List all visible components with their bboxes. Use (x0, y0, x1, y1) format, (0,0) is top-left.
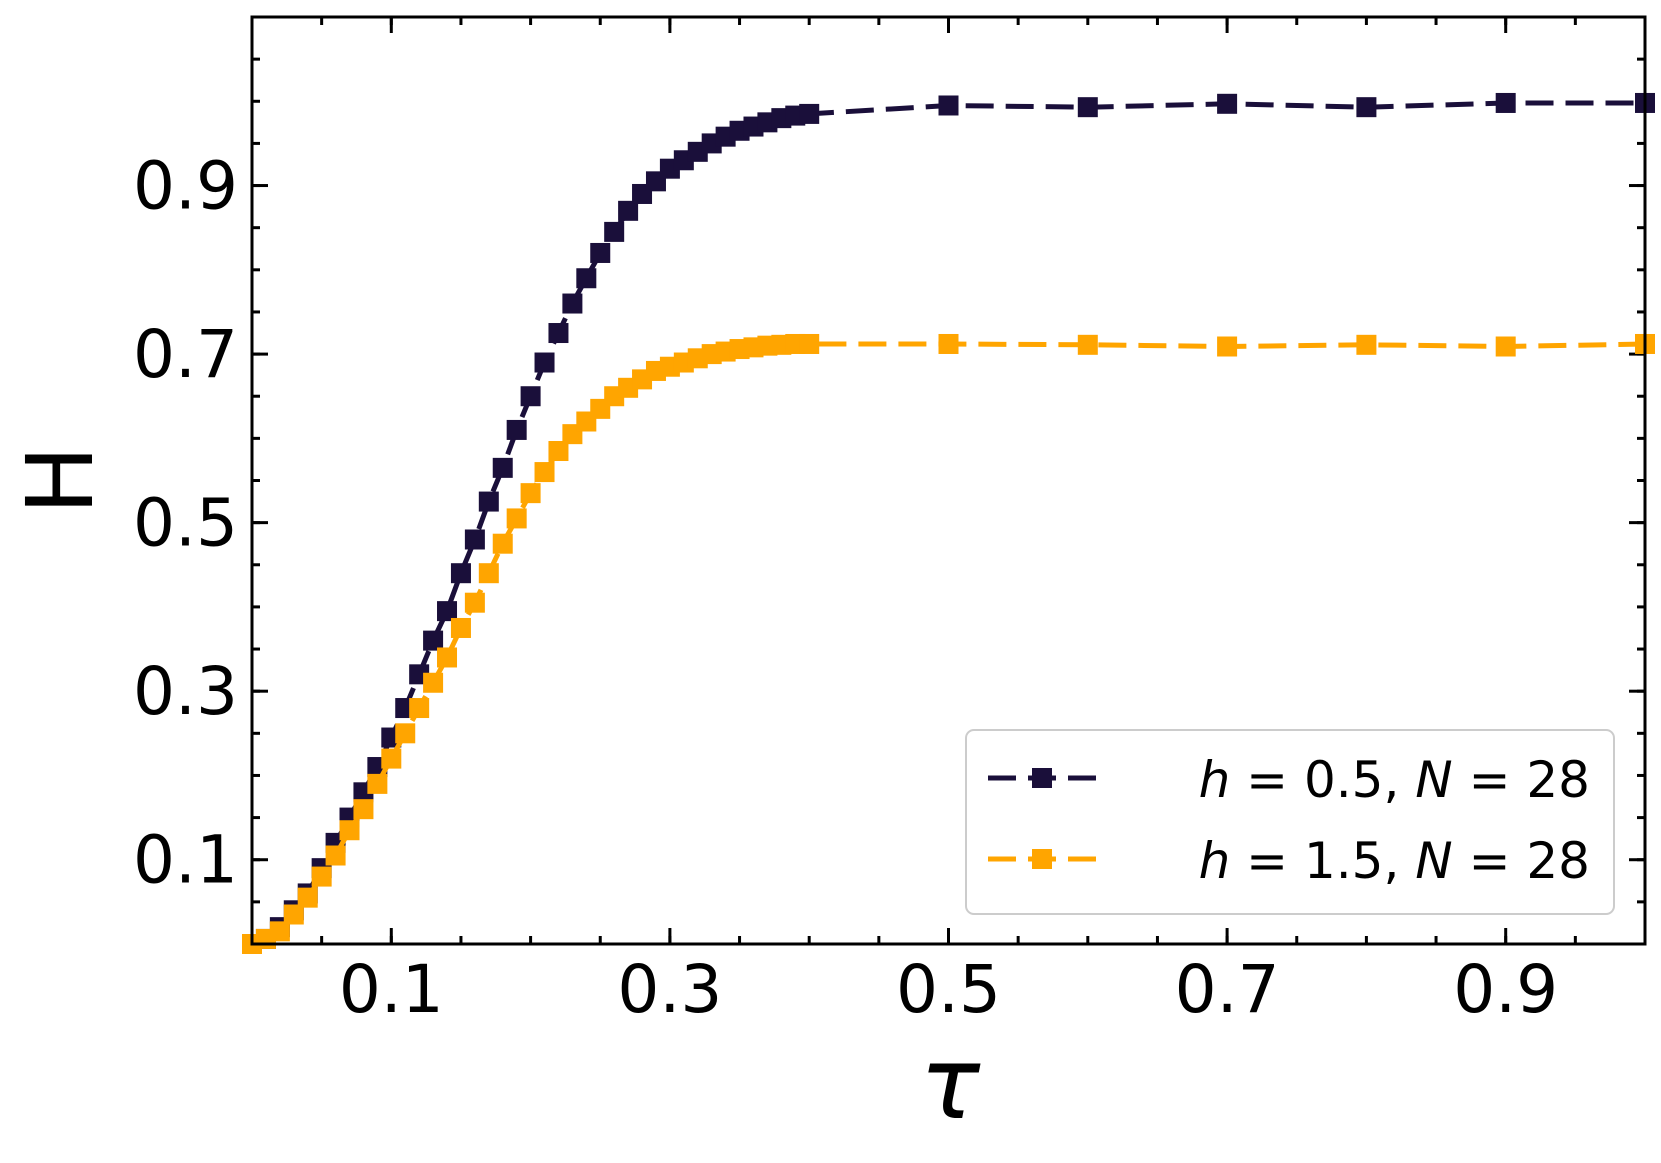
data-point (1077, 334, 1098, 355)
legend-val: 0.5 (1304, 751, 1384, 809)
data-point (478, 563, 499, 584)
data-point (1217, 336, 1238, 357)
legend-var: h (1199, 751, 1231, 809)
data-point (548, 441, 569, 462)
data-point (450, 617, 471, 638)
data-point (604, 221, 625, 242)
x-axis-label: τ (920, 1025, 981, 1142)
data-point (381, 748, 402, 769)
data-point (492, 457, 513, 478)
data-point (590, 242, 611, 263)
legend-val: 1.5 (1304, 832, 1384, 890)
data-point (1356, 334, 1377, 355)
y-tick-label: 0.9 (133, 148, 238, 225)
y-tick-label: 0.5 (133, 485, 238, 562)
data-point (339, 820, 360, 841)
legend-eq: = (1230, 832, 1304, 890)
data-point (534, 352, 555, 373)
data-point (409, 698, 430, 719)
legend-var: N (1415, 751, 1452, 809)
data-point (450, 563, 471, 584)
data-point (938, 333, 959, 354)
data-point (437, 601, 458, 622)
data-point (1495, 92, 1516, 113)
legend-var: N (1415, 832, 1452, 890)
data-point (464, 529, 485, 550)
data-point (548, 323, 569, 344)
data-point (534, 462, 555, 483)
legend-eq: = (1453, 832, 1527, 890)
data-point (938, 95, 959, 116)
legend-sep: , (1383, 751, 1415, 809)
x-tick-label: 0.5 (896, 951, 1001, 1028)
data-point (423, 630, 444, 651)
x-tick-label: 0.3 (617, 951, 722, 1028)
data-point (1356, 97, 1377, 118)
data-point (464, 592, 485, 613)
legend-marker (1032, 768, 1052, 788)
x-tick-label: 0.1 (339, 951, 444, 1028)
y-tick-label: 0.1 (133, 822, 238, 899)
x-tick-label: 0.7 (1175, 951, 1280, 1028)
data-point (395, 723, 416, 744)
data-point (799, 333, 820, 354)
legend-sep: , (1383, 832, 1415, 890)
major-ticks (252, 17, 1645, 944)
legend-box (965, 729, 1615, 915)
legend-val: 28 (1526, 832, 1590, 890)
data-point (478, 491, 499, 512)
legend-eq: = (1453, 751, 1527, 809)
data-point (367, 773, 388, 794)
legend-var: h (1199, 832, 1231, 890)
legend-eq: = (1230, 751, 1304, 809)
legend-entry (988, 768, 1096, 788)
legend-label-2: h = 1.5, N = 28 (1199, 832, 1590, 890)
data-point (618, 200, 639, 221)
data-point (562, 293, 583, 314)
series-2 (242, 333, 1655, 954)
data-point (311, 866, 332, 887)
data-point (1077, 97, 1098, 118)
data-point (1495, 336, 1516, 357)
data-point (437, 647, 458, 668)
data-point (353, 799, 374, 820)
legend-marker (1032, 849, 1052, 869)
legend-label-1: h = 0.5, N = 28 (1199, 751, 1590, 809)
data-point (799, 103, 820, 124)
plot-frame (250, 15, 1647, 946)
data-point (1217, 93, 1238, 114)
data-point (576, 268, 597, 289)
data-point (283, 904, 304, 925)
legend: h = 0.5, N = 28 h = 1.5, N = 28 (965, 729, 1615, 915)
legend-entry (988, 849, 1096, 869)
y-axis-label: H (7, 445, 114, 514)
x-tick-labels: 0.1 0.3 0.5 0.7 0.9 (339, 951, 1558, 1028)
data-point (506, 508, 527, 529)
data-point (269, 921, 290, 942)
data-point (423, 672, 444, 693)
data-point (506, 419, 527, 440)
data-point (297, 887, 318, 908)
data-point (492, 533, 513, 554)
data-point (520, 386, 541, 407)
y-tick-label: 0.3 (133, 653, 238, 730)
x-tick-label: 0.9 (1453, 951, 1558, 1028)
legend-val: 28 (1526, 751, 1590, 809)
y-tick-labels: 0.1 0.3 0.5 0.7 0.9 (133, 148, 238, 899)
y-tick-label: 0.7 (133, 316, 238, 393)
data-point (520, 483, 541, 504)
data-point (325, 845, 346, 866)
